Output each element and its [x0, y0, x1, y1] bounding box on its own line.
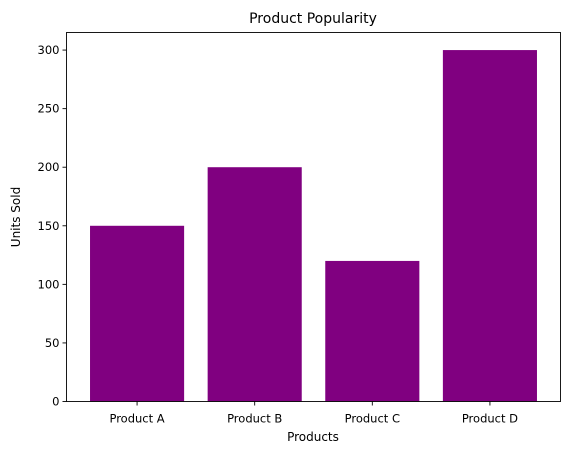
- x-axis-label: Products: [287, 430, 339, 444]
- x-tick-label: Product A: [109, 412, 164, 426]
- bar-product-c: [325, 260, 420, 402]
- x-tick-label: Product C: [345, 412, 400, 426]
- y-tick-label: 50: [45, 336, 60, 350]
- x-axis-ticks: Product A Product B Product C Product D: [109, 401, 518, 426]
- y-tick-label: 100: [38, 277, 60, 291]
- x-tick-label: Product D: [462, 412, 518, 426]
- y-tick-label: 200: [38, 160, 60, 174]
- y-tick-label: 150: [38, 219, 60, 233]
- y-axis-label: Units Sold: [9, 187, 23, 247]
- bar-product-a: [90, 225, 185, 402]
- plot-area-frame: [66, 32, 561, 402]
- y-tick-label: 0: [52, 395, 59, 409]
- chart-title: Product Popularity: [249, 11, 377, 27]
- bar-product-b: [207, 167, 302, 402]
- bar-product-d: [442, 50, 537, 402]
- y-tick-label: 250: [38, 102, 60, 116]
- y-tick-label: 300: [38, 43, 60, 57]
- y-axis-ticks: 0 50 100 150 200 250 300: [38, 43, 67, 409]
- x-tick-label: Product B: [227, 412, 282, 426]
- bars-group: [90, 50, 537, 402]
